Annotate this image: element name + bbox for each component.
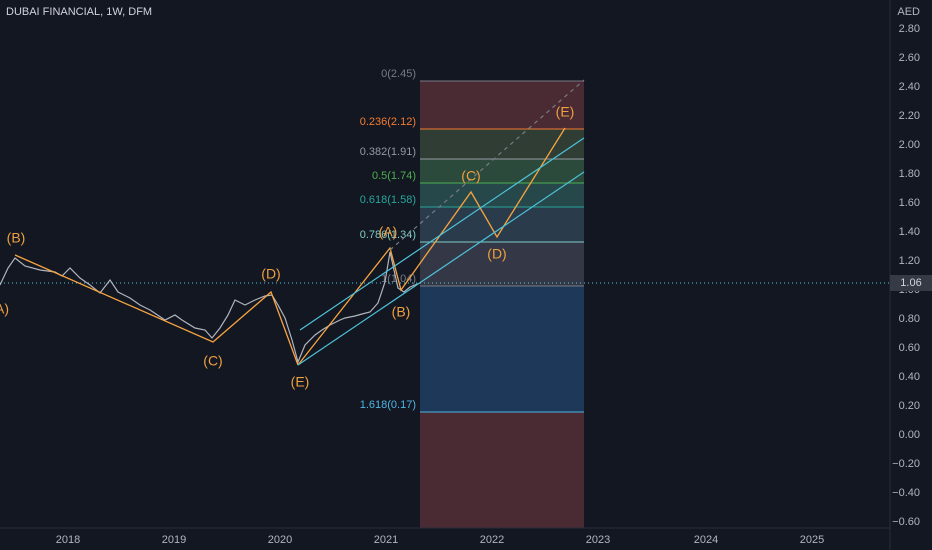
wave-label: (D) bbox=[487, 246, 506, 262]
price-label: 1.60 bbox=[899, 197, 920, 209]
fib-zone bbox=[420, 286, 584, 412]
fib-zone bbox=[420, 207, 584, 242]
time-label: 2019 bbox=[162, 534, 186, 546]
fib-label: 0.786(1.34) bbox=[360, 229, 416, 241]
price-label: 0.40 bbox=[899, 371, 920, 383]
time-axis: 2018 2019 2020 2021 2022 2023 2024 2025 bbox=[56, 534, 824, 546]
fib-zone bbox=[420, 129, 584, 159]
wave-labels: (B) A) (D) (C) (E) (A) (B) (C) (D) (E) bbox=[0, 104, 574, 390]
last-price-tag bbox=[890, 275, 932, 291]
price-label: −0.60 bbox=[892, 516, 920, 528]
wave-label: (C) bbox=[203, 353, 222, 369]
symbol-title: DUBAI FINANCIAL, 1W, DFM bbox=[6, 6, 152, 18]
fib-zone bbox=[420, 81, 584, 129]
price-label: 1.40 bbox=[899, 226, 920, 238]
fib-zone bbox=[420, 412, 584, 528]
wave-label: (E) bbox=[556, 104, 575, 120]
time-label: 2022 bbox=[480, 534, 504, 546]
time-label: 2020 bbox=[268, 534, 292, 546]
price-label: 2.60 bbox=[899, 52, 920, 64]
channel-line bbox=[297, 171, 585, 366]
price-label: 2.00 bbox=[899, 139, 920, 151]
wave-label: (C) bbox=[461, 168, 480, 184]
wave-label: (B) bbox=[392, 304, 411, 320]
price-label: 1.80 bbox=[899, 168, 920, 180]
currency: AED bbox=[897, 6, 920, 18]
time-label: 2024 bbox=[694, 534, 718, 546]
price-label: −0.40 bbox=[892, 487, 920, 499]
time-label: 2021 bbox=[374, 534, 398, 546]
fib-label: 0.382(1.91) bbox=[360, 146, 416, 158]
fib-label: 0.236(2.12) bbox=[360, 116, 416, 128]
time-label: 2025 bbox=[800, 534, 824, 546]
wave-label: (E) bbox=[291, 374, 310, 390]
fib-label: 0.618(1.58) bbox=[360, 194, 416, 206]
channel-line bbox=[299, 137, 585, 331]
time-label: 2023 bbox=[586, 534, 610, 546]
fib-label: 1.618(0.17) bbox=[360, 399, 416, 411]
price-label: 0.80 bbox=[899, 313, 920, 325]
projection-line bbox=[389, 79, 585, 251]
price-label: 2.40 bbox=[899, 81, 920, 93]
wave-label: (D) bbox=[261, 266, 280, 282]
wave-line bbox=[297, 127, 566, 366]
price-label: −0.20 bbox=[892, 458, 920, 470]
fib-label: 0(2.45) bbox=[381, 68, 416, 80]
price-label: 2.20 bbox=[899, 110, 920, 122]
price-series bbox=[0, 251, 421, 364]
wave-line bbox=[14, 254, 299, 366]
price-label: 0.20 bbox=[899, 400, 920, 412]
fib-retracement: 0(2.45) 0.236(2.12) 0.382(1.91) 0.5(1.74) 0.… bbox=[360, 68, 584, 528]
price-label: 0.60 bbox=[899, 342, 920, 354]
fib-zone bbox=[420, 183, 584, 207]
wave-label: A) bbox=[0, 301, 9, 317]
wave-label: (A) bbox=[379, 224, 398, 240]
fib-label: 0.5(1.74) bbox=[372, 170, 416, 182]
price-label: 1.20 bbox=[899, 255, 920, 267]
time-label: 2018 bbox=[56, 534, 80, 546]
price-label: 0.00 bbox=[899, 429, 920, 441]
price-label: 2.80 bbox=[899, 23, 920, 35]
fib-zone bbox=[420, 159, 584, 183]
wave-label: (B) bbox=[7, 230, 26, 246]
last-price: 1.06 bbox=[900, 277, 921, 289]
